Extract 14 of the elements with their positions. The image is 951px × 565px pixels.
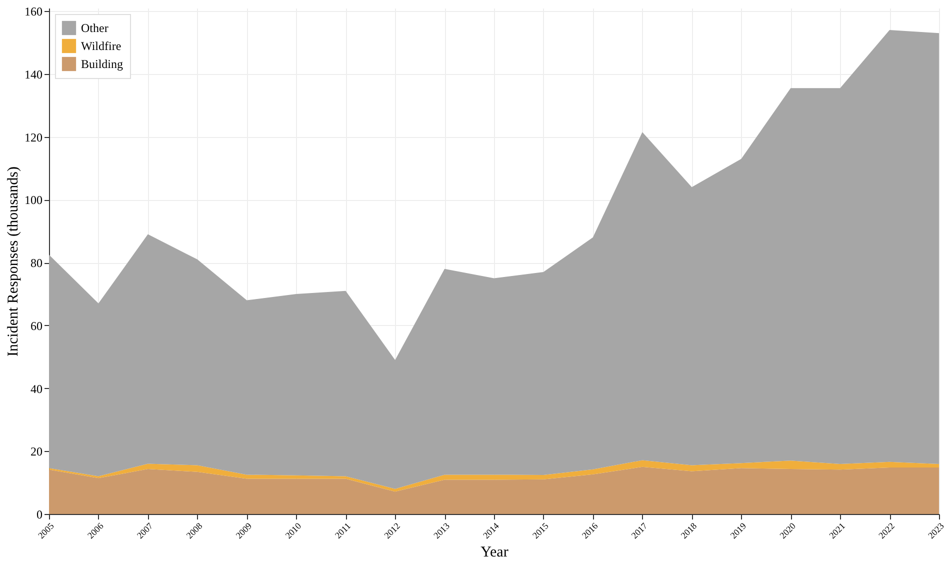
y-tick-label: 120 xyxy=(24,130,42,144)
y-tick-label: 0 xyxy=(36,508,42,522)
y-tick-label: 140 xyxy=(24,68,42,82)
y-tick-label: 100 xyxy=(24,193,42,208)
legend-label: Wildfire xyxy=(81,39,122,53)
y-tick-label: 40 xyxy=(30,382,42,396)
y-tick-label: 80 xyxy=(30,256,42,270)
x-axis-title: Year xyxy=(480,544,508,561)
y-tick-label: 60 xyxy=(30,318,42,333)
legend-label: Building xyxy=(81,57,124,71)
y-tick-label: 160 xyxy=(24,4,42,19)
legend-label: Other xyxy=(81,21,108,35)
y-tick-label: 20 xyxy=(30,444,42,459)
y-axis-title: Incident Responses (thousands) xyxy=(6,166,22,356)
